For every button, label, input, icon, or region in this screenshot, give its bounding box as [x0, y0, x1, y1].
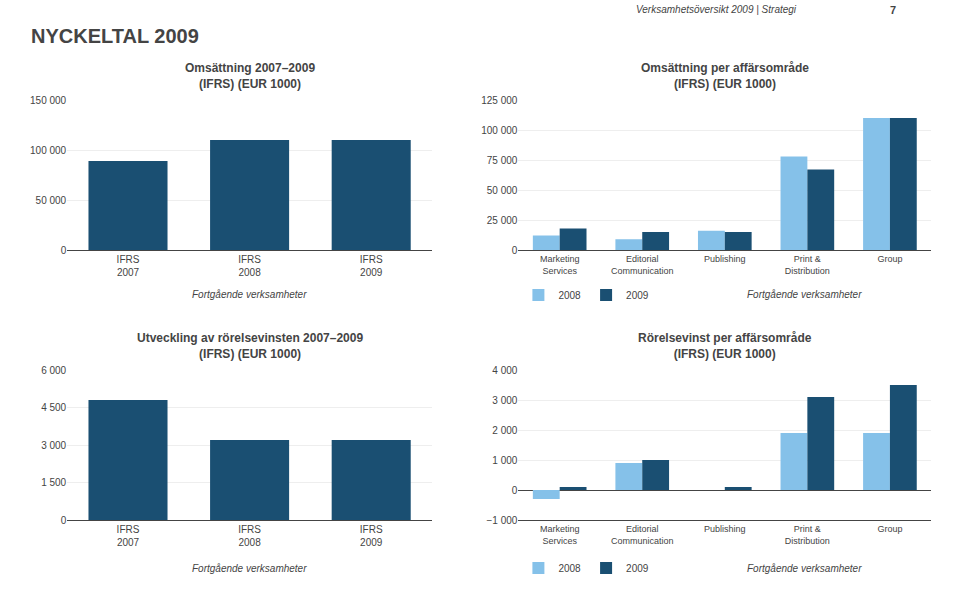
svg-text:NYCKELTAL 2009: NYCKELTAL 2009 — [31, 25, 199, 47]
svg-text:25 000: 25 000 — [487, 215, 518, 226]
svg-text:4 000: 4 000 — [492, 365, 517, 376]
svg-text:Group: Group — [877, 524, 902, 534]
svg-text:2008: 2008 — [558, 290, 581, 301]
svg-text:100 000: 100 000 — [30, 145, 67, 156]
svg-text:0: 0 — [61, 245, 67, 256]
svg-text:Fortgående verksamheter: Fortgående verksamheter — [192, 289, 307, 300]
svg-text:2009: 2009 — [626, 563, 649, 574]
svg-text:6 000: 6 000 — [41, 365, 66, 376]
svg-text:IFRS2008: IFRS2008 — [238, 524, 261, 548]
svg-text:Print &Distribution: Print &Distribution — [785, 524, 830, 546]
svg-text:Group: Group — [877, 254, 902, 264]
svg-text:IFRS2009: IFRS2009 — [360, 254, 383, 278]
svg-text:4 500: 4 500 — [41, 402, 66, 413]
svg-text:75 000: 75 000 — [487, 155, 518, 166]
svg-text:Utveckling av rörelsevinsten 2: Utveckling av rörelsevinsten 2007–2009(I… — [137, 331, 363, 361]
svg-text:IFRS2007: IFRS2007 — [117, 524, 140, 548]
svg-text:2009: 2009 — [626, 290, 649, 301]
svg-text:Fortgående verksamheter: Fortgående verksamheter — [747, 289, 862, 300]
svg-text:3 000: 3 000 — [41, 440, 66, 451]
svg-text:50 000: 50 000 — [36, 195, 67, 206]
svg-text:−1 000: −1 000 — [487, 515, 518, 526]
svg-text:1 000: 1 000 — [492, 455, 517, 466]
svg-text:Omsättning per affärsområde(IF: Omsättning per affärsområde(IFRS) (EUR 1… — [641, 61, 809, 91]
svg-text:0: 0 — [61, 515, 67, 526]
svg-text:100 000: 100 000 — [481, 125, 518, 136]
svg-text:3 000: 3 000 — [492, 395, 517, 406]
svg-text:7: 7 — [890, 4, 896, 16]
svg-text:Fortgående verksamheter: Fortgående verksamheter — [192, 563, 307, 574]
svg-text:EditorialCommunication: EditorialCommunication — [611, 254, 674, 276]
svg-text:Rörelsevinst per affärsområde(: Rörelsevinst per affärsområde(IFRS) (EUR… — [638, 331, 812, 361]
svg-text:Publishing: Publishing — [704, 254, 746, 264]
svg-text:0: 0 — [512, 245, 518, 256]
svg-text:150 000: 150 000 — [30, 95, 67, 106]
svg-text:50 000: 50 000 — [487, 185, 518, 196]
svg-text:IFRS2007: IFRS2007 — [117, 254, 140, 278]
svg-text:Fortgående verksamheter: Fortgående verksamheter — [747, 563, 862, 574]
svg-text:IFRS2009: IFRS2009 — [360, 524, 383, 548]
svg-text:1 500: 1 500 — [41, 477, 66, 488]
svg-text:125 000: 125 000 — [481, 95, 518, 106]
svg-text:Publishing: Publishing — [704, 524, 746, 534]
svg-text:EditorialCommunication: EditorialCommunication — [611, 524, 674, 546]
svg-text:0: 0 — [512, 485, 518, 496]
svg-text:2008: 2008 — [558, 563, 581, 574]
svg-text:Print &Distribution: Print &Distribution — [785, 254, 830, 276]
svg-text:MarketingServices: MarketingServices — [540, 254, 580, 276]
svg-text:2 000: 2 000 — [492, 425, 517, 436]
svg-text:IFRS2008: IFRS2008 — [238, 254, 261, 278]
svg-text:MarketingServices: MarketingServices — [540, 524, 580, 546]
svg-text:Omsättning 2007–2009(IFRS) (EU: Omsättning 2007–2009(IFRS) (EUR 1000) — [185, 61, 315, 91]
svg-text:Verksamhetsöversikt 2009 | Str: Verksamhetsöversikt 2009 | Strategi — [636, 4, 797, 15]
